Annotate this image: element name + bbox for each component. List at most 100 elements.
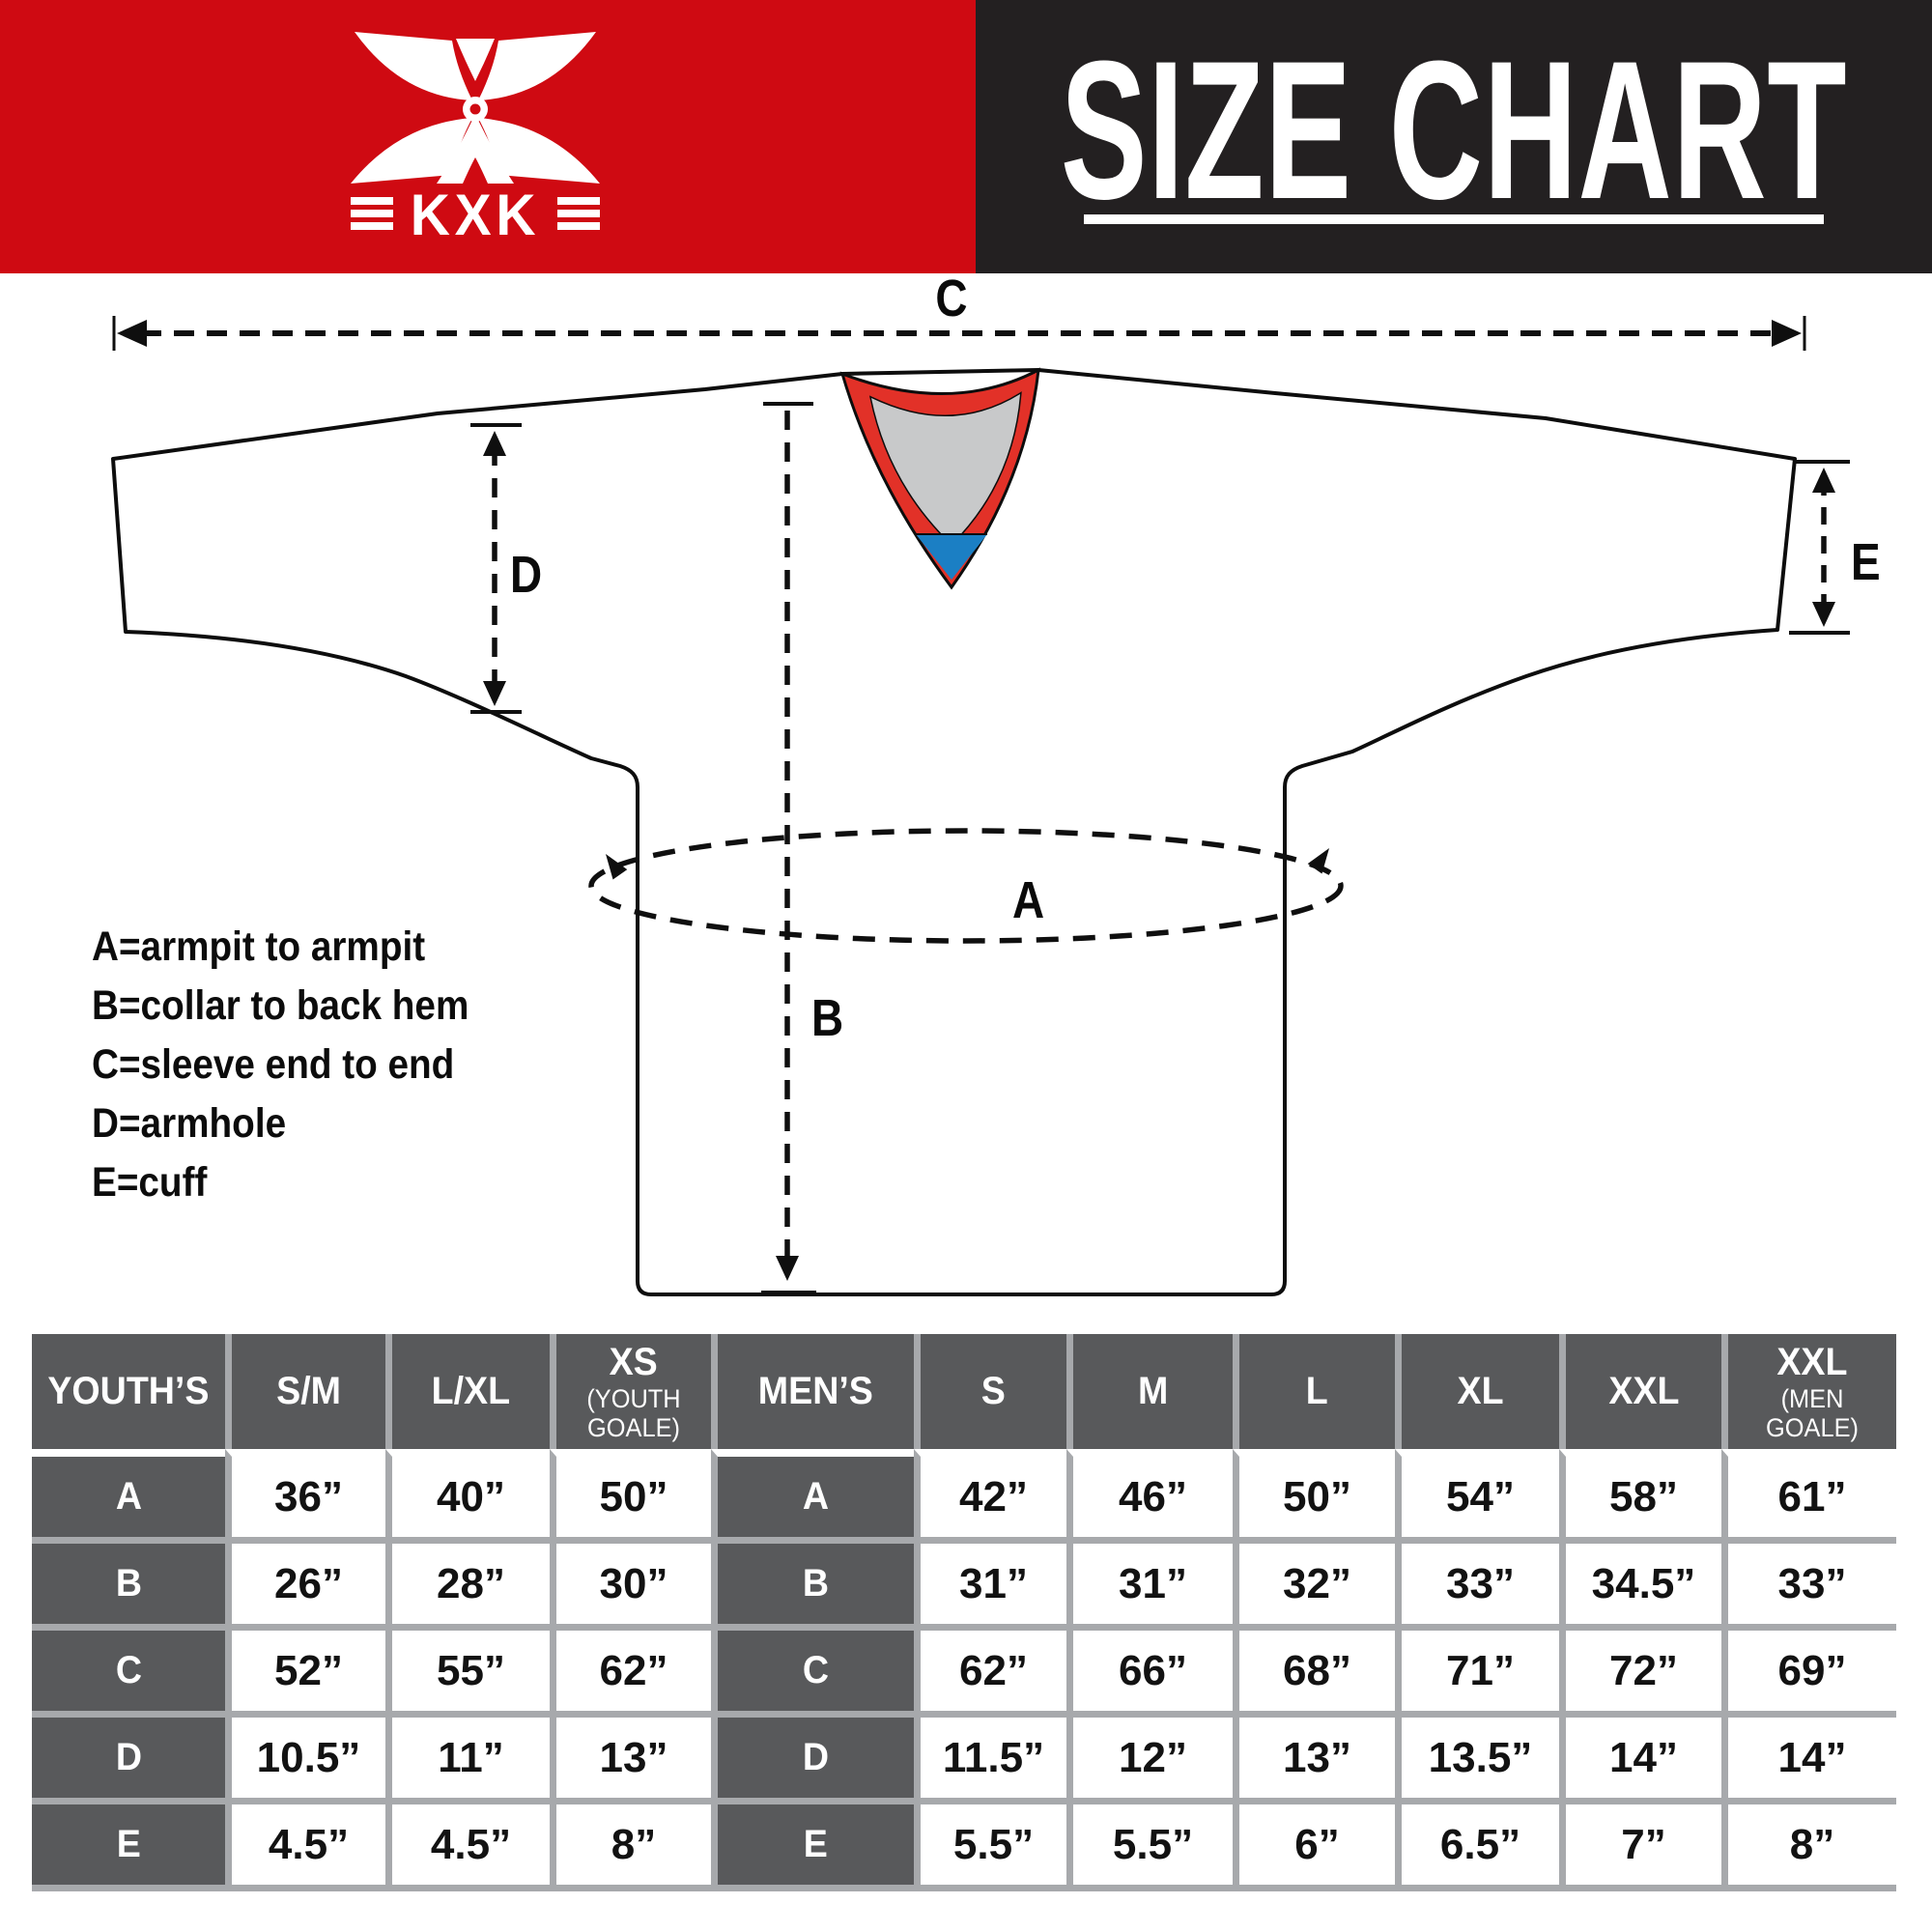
measure-arrow-b [761,402,816,1294]
size-value: 6.5” [1395,1798,1559,1885]
size-table: YOUTH’S S/M L/XL XS (YOUTH GOALE) MEN’S S M L XL X… [32,1334,1896,1891]
size-value: 69” [1721,1624,1896,1711]
row-label: A [32,1449,225,1537]
header-dark-band [976,0,1932,273]
col-header: XL [1395,1334,1559,1449]
size-value: 8” [1721,1798,1896,1885]
size-value: 68” [1233,1624,1395,1711]
logo-right-bars [557,197,600,230]
size-value: 50” [1233,1449,1395,1537]
size-value: 14” [1721,1711,1896,1798]
legend-line-b: B=collar to back hem [92,982,469,1029]
size-value: 40” [385,1449,550,1537]
kxk-logo: KXK [351,32,600,248]
logo-top-right-wing [478,32,596,100]
size-value: 11.5” [914,1711,1066,1798]
arrowhead-d-top [483,431,506,456]
arrowhead-e-bottom [1812,602,1835,627]
size-value: 32” [1233,1537,1395,1624]
col-header: XXL [1559,1334,1721,1449]
size-value: 8” [550,1798,711,1885]
size-value: 12” [1066,1711,1233,1798]
legend-line-c: C=sleeve end to end [92,1041,455,1088]
collar-inner [871,394,1020,544]
size-value: 33” [1395,1537,1559,1624]
logo-top-center-notch [456,39,495,81]
row-label: D [711,1711,914,1798]
size-value: 33” [1721,1537,1896,1624]
size-value: 50” [550,1449,711,1537]
legend-line-e: E=cuff [92,1159,208,1206]
size-value: 5.5” [1066,1798,1233,1885]
row-label: C [711,1624,914,1711]
size-value: 10.5” [225,1711,385,1798]
row-label: B [32,1537,225,1624]
row-label: E [711,1798,914,1885]
legend-line-a: A=armpit to armpit [92,923,426,970]
logo-center-ring-hole [469,103,481,115]
col-header: L [1233,1334,1395,1449]
measurement-legend: A=armpit to armpit B=collar to back hem … [92,918,469,1212]
logo-bottom-right-wing [478,118,600,184]
size-value: 36” [225,1449,385,1537]
size-value: 61” [1721,1449,1896,1537]
col-header-group: MEN’S [711,1334,914,1449]
measure-arrow-d [470,423,522,714]
title-underline [1084,214,1824,224]
size-value: 30” [550,1537,711,1624]
measure-label-d: D [510,546,542,604]
size-value: 66” [1066,1624,1233,1711]
arrowhead-a-left [606,854,628,880]
size-value: 13.5” [1395,1711,1559,1798]
logo-wordmark: KXK [411,184,541,248]
logo-left-bars [351,197,393,230]
size-value: 28” [385,1537,550,1624]
measure-arrow-e [1789,460,1850,635]
size-value: 58” [1559,1449,1721,1537]
size-value: 11” [385,1711,550,1798]
size-value: 14” [1559,1711,1721,1798]
jersey-diagram: C D B A [111,273,1881,1296]
size-value: 5.5” [914,1798,1066,1885]
collar-blue-tip [916,534,987,580]
size-value: 4.5” [385,1798,550,1885]
size-value: 13” [1233,1711,1395,1798]
size-value: 46” [1066,1449,1233,1537]
size-value: 62” [914,1624,1066,1711]
arrowhead-c-left [117,320,147,347]
arrowhead-e-top [1812,468,1835,493]
col-header-group: YOUTH’S [32,1334,225,1449]
row-label: B [711,1537,914,1624]
row-label: E [32,1798,225,1885]
col-header: S [914,1334,1066,1449]
size-value: 13” [550,1711,711,1798]
size-value: 42” [914,1449,1066,1537]
row-label: D [32,1711,225,1798]
size-value: 72” [1559,1624,1721,1711]
measure-arrow-c [112,316,1806,351]
col-header: XXL (MEN GOALE) [1721,1334,1896,1449]
logo-bottom-center-arch [437,114,514,184]
col-header: L/XL [385,1334,550,1449]
size-value: 26” [225,1537,385,1624]
size-value: 54” [1395,1449,1559,1537]
col-header: S/M [225,1334,385,1449]
col-header: M [1066,1334,1233,1449]
arrowhead-c-right [1772,320,1802,347]
measure-label-a: A [1012,871,1044,929]
row-label: C [32,1624,225,1711]
measure-label-b: B [811,989,843,1047]
measure-ellipse-a [588,828,1344,944]
logo-top-left-wing [355,32,472,100]
size-value: 34.5” [1559,1537,1721,1624]
size-value: 4.5” [225,1798,385,1885]
size-value: 7” [1559,1798,1721,1885]
page-title: SIZE CHART [1060,19,1848,241]
measure-label-c: C [935,273,967,327]
size-value: 55” [385,1624,550,1711]
size-value: 6” [1233,1798,1395,1885]
size-value: 52” [225,1624,385,1711]
arrowhead-b-bottom [776,1256,799,1281]
size-value: 71” [1395,1624,1559,1711]
